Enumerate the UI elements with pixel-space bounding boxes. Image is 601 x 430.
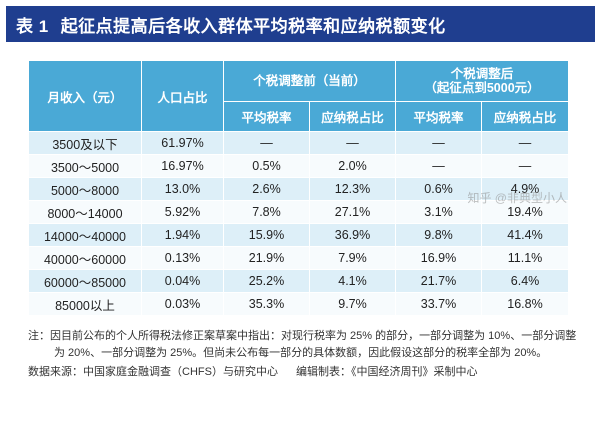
table-row: 60000～85000 0.04% 25.2% 4.1% 21.7% 6.4% <box>28 269 570 293</box>
cell-after-rate: 0.6% <box>395 177 483 201</box>
cell-income: 14000～40000 <box>28 223 142 247</box>
cell-after-rate: — <box>395 154 483 178</box>
cell-population: 16.97% <box>141 154 224 178</box>
watermark: 知乎 @非典型小人 <box>467 191 567 205</box>
cell-before-rate: 21.9% <box>223 246 310 270</box>
cell-after-rate: 9.8% <box>395 223 483 247</box>
tax-table: 月收入（元） 人口占比 个税调整前（当前） 个税调整后 （起征点到5000元） … <box>28 60 570 316</box>
cell-after-rate: 21.7% <box>395 269 483 293</box>
table-row: 5000～8000 13.0% 2.6% 12.3% 0.6% 4.9% <box>28 177 570 201</box>
cell-before-share: 2.0% <box>308 154 397 178</box>
editor-credit: 编辑制表：《中国经济周刊》采制中心 <box>295 366 478 378</box>
cell-after-share: 6.4% <box>481 269 570 293</box>
cell-after-share: — <box>481 154 570 178</box>
data-source: 数据来源：中国家庭金融调查（CHFS）与研究中心 <box>28 366 278 378</box>
table-notes: 注：因目前公布的个人所得税法修正案草案中指出：对现行税率为 25% 的部分，一部… <box>28 328 584 381</box>
cell-before-rate: 15.9% <box>223 223 310 247</box>
table-row: 14000～40000 1.94% 15.9% 36.9% 9.8% 41.4% <box>28 223 570 247</box>
cell-income: 85000以上 <box>28 292 142 316</box>
cell-population: 13.0% <box>141 177 224 201</box>
cell-before-share: 9.7% <box>308 292 397 316</box>
header-after-line2: （起征点到5000元） <box>424 81 540 95</box>
cell-population: 0.04% <box>141 269 224 293</box>
cell-before-share: — <box>308 131 397 155</box>
cell-income: 3500～5000 <box>28 154 142 178</box>
header-before-tax-share: 应纳税占比 <box>308 101 397 132</box>
header-before-group: 个税调整前（当前） <box>222 60 397 102</box>
cell-before-rate: 7.8% <box>223 200 310 224</box>
cell-after-rate: — <box>395 131 483 155</box>
header-after-group: 个税调整后 （起征点到5000元） <box>395 60 570 102</box>
header-after-avg-rate: 平均税率 <box>395 101 483 132</box>
cell-before-rate: — <box>223 131 310 155</box>
cell-before-share: 27.1% <box>308 200 397 224</box>
table-row: 3500～5000 16.97% 0.5% 2.0% — — <box>28 154 570 178</box>
cell-after-share: 41.4% <box>481 223 570 247</box>
cell-population: 0.03% <box>141 292 224 316</box>
cell-after-share: 11.1% <box>481 246 570 270</box>
cell-income: 3500及以下 <box>28 131 142 155</box>
cell-before-share: 36.9% <box>308 223 397 247</box>
footnote: 注：因目前公布的个人所得税法修正案草案中指出：对现行税率为 25% 的部分，一部… <box>28 330 577 359</box>
cell-before-rate: 35.3% <box>223 292 310 316</box>
cell-income: 5000～8000 <box>28 177 142 201</box>
header-after-line1: 个税调整后 <box>450 67 514 81</box>
cell-before-rate: 0.5% <box>223 154 310 178</box>
document-page: 表 1 起征点提高后各收入群体平均税率和应纳税额变化 月收入（元） 人口占比 个… <box>6 6 595 424</box>
table-row: 3500及以下 61.97% — — — — <box>28 131 570 155</box>
table-row: 40000～60000 0.13% 21.9% 7.9% 16.9% 11.1% <box>28 246 570 270</box>
table-row: 8000～14000 5.92% 7.8% 27.1% 3.1% 19.4% <box>28 200 570 224</box>
cell-after-share: — <box>481 131 570 155</box>
cell-population: 0.13% <box>141 246 224 270</box>
header-after-tax-share: 应纳税占比 <box>481 101 570 132</box>
cell-income: 60000～85000 <box>28 269 142 293</box>
table-title: 起征点提高后各收入群体平均税率和应纳税额变化 <box>60 16 446 36</box>
cell-income: 8000～14000 <box>28 200 142 224</box>
cell-after-share: 19.4% <box>481 200 570 224</box>
cell-population: 1.94% <box>141 223 224 247</box>
cell-before-rate: 2.6% <box>223 177 310 201</box>
cell-income: 40000～60000 <box>28 246 142 270</box>
cell-before-share: 7.9% <box>308 246 397 270</box>
cell-population: 5.92% <box>141 200 224 224</box>
header-population: 人口占比 <box>141 60 224 132</box>
header-income: 月收入（元） <box>28 60 142 132</box>
header-before-avg-rate: 平均税率 <box>223 101 310 132</box>
cell-after-rate: 3.1% <box>395 200 483 224</box>
cell-after-rate: 33.7% <box>395 292 483 316</box>
cell-before-rate: 25.2% <box>223 269 310 293</box>
cell-after-share: 16.8% <box>481 292 570 316</box>
table-title-bar: 表 1 起征点提高后各收入群体平均税率和应纳税额变化 <box>6 6 595 42</box>
table-number: 表 1 <box>16 16 49 36</box>
cell-before-share: 12.3% <box>308 177 397 201</box>
table-row: 85000以上 0.03% 35.3% 9.7% 33.7% 16.8% <box>28 292 570 316</box>
source-line: 数据来源：中国家庭金融调查（CHFS）与研究中心 编辑制表：《中国经济周刊》采制中… <box>28 364 584 381</box>
cell-population: 61.97% <box>141 131 224 155</box>
cell-after-rate: 16.9% <box>395 246 483 270</box>
cell-before-share: 4.1% <box>308 269 397 293</box>
